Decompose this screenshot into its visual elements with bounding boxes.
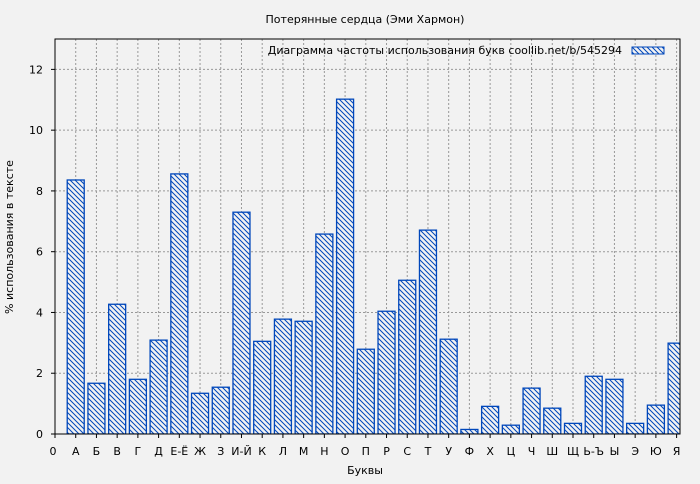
x-tick-label: М [299,445,309,458]
bar-П [356,348,375,434]
bar-С [398,279,417,434]
bar-Т [418,229,438,434]
x-tick-label: Ю [650,445,662,458]
x-axis: 0 А Б В Г Д Е-Ё Ж З И-Й К Л М Н О П Р С Т У Ф Х Ц Ч Ш Щ Ь-Ъ Ы Э Ю Я [50,434,681,458]
bar-Ш [543,407,562,434]
x-tick-label: Ш [546,445,558,458]
x-tick-label: Л [279,445,287,458]
bar-Д [149,339,168,434]
bar-Е-Ё [170,173,189,434]
x-tick-label: Ч [528,445,536,458]
x-tick-label: З [217,445,224,458]
y-tick-label: 2 [36,367,43,380]
x-tick-label: Щ [567,445,579,458]
x-tick-label: В [113,445,121,458]
x-tick-label: Ц [507,445,516,458]
bar-У [439,338,458,434]
y-tick-label: 6 [36,246,43,259]
bar-Г [128,378,148,434]
x-tick-label: П [362,445,370,458]
bar-В [108,303,127,434]
bar-М [294,320,313,434]
bar-А [66,179,85,434]
x-tick-label: А [72,445,80,458]
bar-Б [87,382,106,434]
bar-Ф [460,428,479,434]
x-tick-label: С [403,445,411,458]
y-axis: 0 2 4 6 8 10 12 [29,63,55,441]
bar-Я [667,342,680,434]
y-tick-label: 12 [29,63,43,76]
x-tick-label: Б [93,445,101,458]
bar-Ч [522,387,541,434]
bar-Ь-Ъ [584,375,603,434]
legend-swatch [631,46,665,55]
x-tick-label: Ы [610,445,620,458]
x-tick-label: Ь-Ъ [583,445,604,458]
bar-Ж [190,392,210,434]
y-tick-label: 10 [29,124,43,137]
x-tick-label: Т [424,445,432,458]
bar-Л [273,318,293,434]
bar-Х [480,405,500,434]
x-tick-label: Ф [465,445,474,458]
x-tick-label: Я [673,445,681,458]
y-tick-label: 8 [36,185,43,198]
x-tick-label: Е-Ё [170,445,188,458]
bar-Ы [605,378,624,434]
bar-И-Й [232,211,251,434]
bar-Р [377,310,396,434]
x-tick-label: О [341,445,350,458]
x-tick-label: Д [154,445,163,458]
x-axis-label: Буквы [347,464,383,477]
bar-З [211,386,230,434]
y-tick-label: 4 [36,306,43,319]
x-tick-label: Х [486,445,494,458]
x-tick-label: Р [383,445,390,458]
x-tick-label: К [258,445,266,458]
legend-label: Диаграмма частоты использования букв coo… [268,44,622,57]
x-tick-label: Ж [194,445,206,458]
bar-Ц [501,424,520,434]
bar-Щ [563,422,583,434]
y-axis-label: % использования в тексте [3,160,16,314]
x-tick-label: Г [135,445,142,458]
bar-К [253,340,272,434]
bar-Ю [646,404,666,434]
y-tick-label: 0 [36,428,43,441]
x-tick-label: Э [631,445,639,458]
x-tick-label: Н [320,445,328,458]
plot-frame [54,38,681,435]
bar-Н [315,233,334,434]
chart-title: Потерянные сердца (Эми Хармон) [266,13,465,26]
bar-Э [626,422,645,434]
bars [66,98,680,434]
x-tick-label: 0 [50,445,57,458]
bar-О [335,98,355,434]
x-tick-label: И-Й [231,445,251,458]
x-tick-label: У [445,445,452,458]
legend: Диаграмма частоты использования букв coo… [268,44,665,57]
